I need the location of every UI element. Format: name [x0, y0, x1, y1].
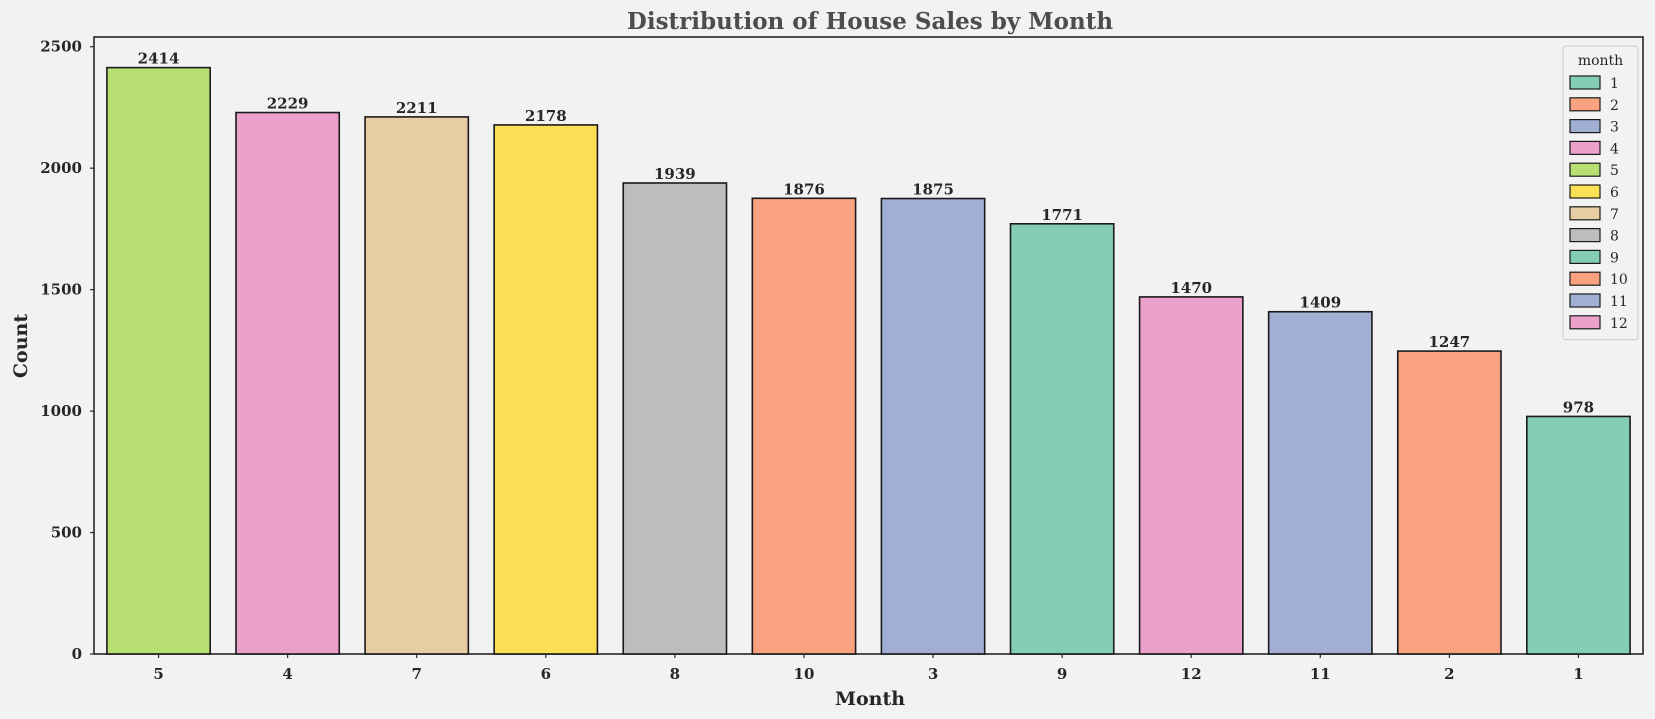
x-tick-label: 10 [794, 665, 815, 683]
legend-swatch [1569, 293, 1601, 308]
bar [1526, 415, 1631, 655]
data-label: 2211 [396, 99, 438, 117]
legend-swatch [1569, 118, 1601, 134]
y-tick-label: 2000 [40, 159, 82, 177]
bar [106, 66, 211, 655]
legend-swatch [1569, 271, 1601, 286]
y-tick-label: 1000 [40, 402, 82, 420]
legend-entry-label: 9 [1610, 250, 1619, 266]
legend-entry-label: 8 [1610, 229, 1619, 245]
legend-swatch [1569, 228, 1601, 243]
legend-entry-label: 10 [1610, 272, 1628, 288]
x-tick-label: 6 [541, 665, 551, 683]
x-tick-label: 9 [1057, 665, 1067, 683]
legend-swatch [1569, 75, 1601, 90]
data-label: 1409 [1299, 294, 1341, 312]
x-tick-label: 1 [1573, 665, 1583, 683]
chart-title: Distribution of House Sales by Month [627, 8, 1113, 35]
legend-entry-label: 1 [1610, 76, 1619, 92]
x-tick-label: 7 [411, 665, 421, 683]
bar [364, 116, 470, 655]
x-tick-label: 11 [1310, 665, 1331, 683]
legend-entry-label: 6 [1610, 185, 1619, 201]
legend-entry-label: 5 [1610, 163, 1619, 179]
legend-entry-label: 7 [1610, 207, 1619, 223]
data-label: 2414 [138, 50, 180, 68]
bar [622, 182, 728, 655]
legend-swatch [1569, 162, 1601, 177]
legend-swatch [1569, 315, 1601, 330]
data-label: 1876 [783, 180, 825, 198]
y-tick-label: 0 [72, 645, 82, 663]
x-axis-label: Month [835, 688, 905, 710]
legend-entry-label: 3 [1610, 120, 1619, 136]
bar [751, 197, 857, 655]
x-tick-label: 8 [670, 665, 680, 683]
legend-swatch [1569, 249, 1601, 264]
legend-title: month [1578, 53, 1623, 69]
legend-swatch [1569, 206, 1601, 221]
bar [1138, 296, 1244, 655]
bar [493, 124, 599, 655]
legend-swatch [1569, 97, 1601, 112]
data-label: 1470 [1170, 279, 1212, 297]
x-tick-label: 12 [1181, 665, 1202, 683]
legend-swatch [1569, 184, 1601, 199]
data-label: 2178 [525, 107, 567, 125]
y-tick-label: 1500 [40, 281, 82, 299]
legend-entry-label: 4 [1610, 141, 1619, 157]
x-tick-label: 2 [1444, 665, 1454, 683]
data-label: 978 [1563, 398, 1594, 416]
x-tick-label: 5 [153, 665, 163, 683]
legend-swatch [1569, 140, 1601, 155]
y-tick-label: 2500 [40, 38, 82, 56]
data-label: 2229 [267, 95, 309, 113]
data-label: 1771 [1041, 206, 1083, 224]
y-tick-label: 500 [51, 524, 82, 542]
data-label: 1939 [654, 165, 696, 183]
y-axis: 0 500 1000 1500 2000 2500 [40, 38, 94, 663]
x-axis: 5 4 7 6 8 10 3 9 12 11 2 1 [153, 654, 1584, 683]
bar [1396, 350, 1502, 655]
y-axis-label: Count [10, 314, 32, 378]
bar [880, 197, 986, 655]
legend-entry-label: 12 [1610, 316, 1628, 332]
x-tick-label: 4 [282, 665, 292, 683]
bar [1009, 223, 1115, 655]
legend-entry-label: 11 [1610, 294, 1628, 310]
bar [1267, 310, 1373, 655]
legend-entry-label: 2 [1610, 98, 1619, 114]
bar [235, 111, 341, 655]
x-tick-label: 3 [928, 665, 938, 683]
data-label: 1875 [912, 181, 954, 199]
plot-frame [93, 36, 1644, 655]
data-label: 1247 [1429, 333, 1471, 351]
